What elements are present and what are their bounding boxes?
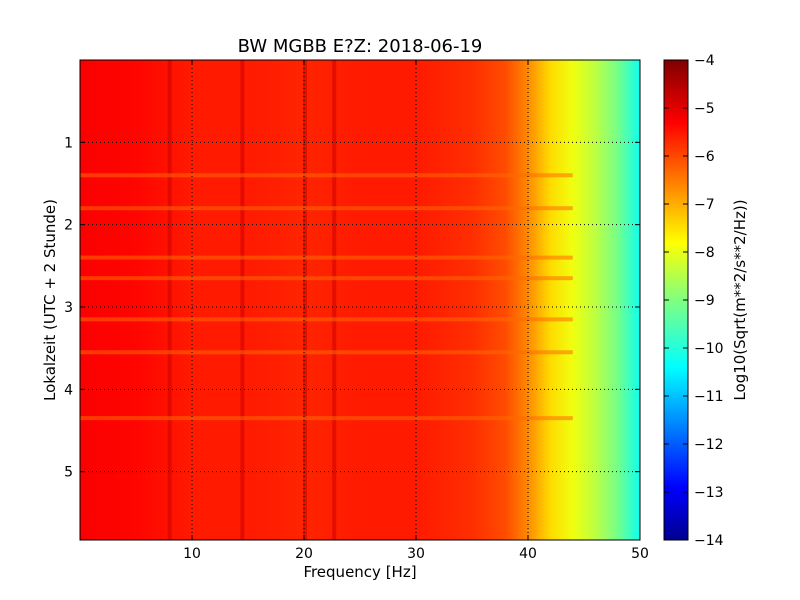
broadband-event (80, 255, 573, 260)
spectral-line (332, 60, 337, 540)
x-tick-label: 10 (183, 546, 201, 562)
y-axis-label: Lokalzeit (UTC + 2 Stunde) (41, 199, 59, 401)
spectral-line (240, 60, 245, 540)
colorbar-ticks: −4 −5 −6 −7 −8 −9 −10 −11 −12 −13 −14 (664, 53, 724, 549)
broadband-event (80, 350, 573, 355)
x-tick-label: 40 (519, 546, 537, 562)
x-tick-label: 50 (631, 546, 649, 562)
plot-area: 10 20 30 40 50 1 2 3 4 5 (64, 59, 649, 562)
x-tick-label: 20 (295, 546, 313, 562)
colorbar-tick-label: −7 (694, 197, 715, 213)
colorbar-tick-label: −10 (694, 341, 724, 357)
colorbar-label: Log10(Sqrt(m**2/s**2/Hz)) (731, 199, 749, 400)
chart-title: BW MGBB E?Z: 2018-06-19 (238, 36, 483, 57)
colorbar-tick-label: −14 (694, 533, 724, 549)
y-tick-label: 4 (64, 382, 73, 398)
spectral-line (167, 60, 172, 540)
x-axis-ticks: 10 20 30 40 50 (183, 60, 649, 562)
colorbar-tick-label: −4 (694, 53, 715, 69)
spectral-line-group (167, 60, 337, 540)
spectrogram-base (80, 60, 640, 540)
broadband-event (80, 206, 573, 211)
x-axis-label: Frequency [Hz] (303, 563, 416, 581)
colorbar-tick-label: −6 (694, 149, 715, 165)
colorbar-tick-label: −5 (694, 101, 715, 117)
broadband-event (80, 276, 573, 281)
broadband-event (80, 173, 573, 178)
y-tick-label: 5 (64, 465, 73, 481)
y-tick-label: 3 (64, 300, 73, 316)
y-tick-label: 1 (64, 135, 73, 151)
broadband-event (80, 317, 573, 322)
colorbar-tick-label: −9 (694, 293, 715, 309)
broadband-event-group (80, 173, 573, 421)
colorbar-tick-label: −13 (694, 485, 724, 501)
y-tick-label: 2 (64, 218, 73, 234)
colorbar-tick-label: −12 (694, 437, 724, 453)
colorbar: −4 −5 −6 −7 −8 −9 −10 −11 −12 −13 −14 Log10(Sqrt(m… (663, 53, 749, 549)
grid-group (80, 60, 640, 540)
colorbar-tick-label: −11 (694, 389, 724, 405)
broadband-event (80, 416, 573, 421)
spectral-line (303, 60, 308, 540)
y-axis-ticks: 1 2 3 4 5 (64, 135, 640, 481)
x-tick-label: 30 (407, 546, 425, 562)
colorbar-tick-label: −8 (694, 245, 715, 261)
plot-frame (79, 59, 641, 541)
